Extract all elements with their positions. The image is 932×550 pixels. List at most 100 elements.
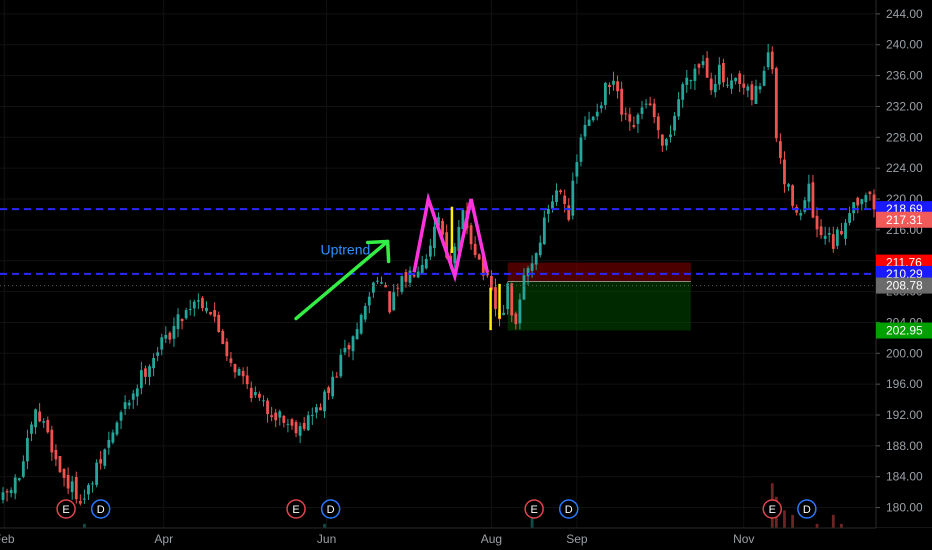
- candle-body: [534, 253, 538, 265]
- event-marker-label: E: [62, 504, 69, 516]
- candle-body: [669, 134, 672, 138]
- candle-body: [746, 86, 750, 91]
- candle-body: [331, 376, 335, 397]
- candle-body: [131, 393, 135, 400]
- y-tick-label: 224.00: [886, 161, 923, 175]
- event-marker-label: E: [769, 504, 776, 516]
- candle-body: [9, 490, 13, 494]
- candle-body: [673, 115, 676, 131]
- candle-body: [319, 407, 322, 411]
- candle-body: [677, 99, 681, 117]
- candle-body: [278, 411, 282, 418]
- candle-body: [477, 254, 481, 260]
- candle-body: [152, 357, 155, 369]
- candle-body: [355, 329, 359, 340]
- event-marker-label: E: [292, 504, 299, 516]
- candle-body: [490, 275, 493, 291]
- candle-body: [864, 195, 868, 203]
- candle-body: [738, 73, 742, 85]
- candle-body: [766, 52, 770, 68]
- candle-body: [518, 299, 522, 324]
- candle-body: [339, 354, 343, 377]
- candle-body: [160, 337, 164, 350]
- candle-body: [34, 409, 37, 428]
- candle-body: [412, 274, 416, 277]
- candle-body: [351, 336, 355, 352]
- candle-body: [266, 400, 269, 415]
- candle-body: [196, 300, 200, 302]
- candle-body: [840, 231, 843, 235]
- candle-body: [184, 310, 188, 319]
- candle-body: [420, 264, 424, 274]
- y-tick-label: 196.00: [886, 377, 923, 391]
- candle-body: [758, 86, 762, 90]
- candle-body: [371, 282, 375, 293]
- candle-body: [709, 78, 713, 91]
- candle-body: [441, 220, 444, 235]
- candle-body: [306, 415, 310, 431]
- candle-body: [176, 314, 180, 330]
- candle-body: [99, 459, 103, 464]
- candle-body: [665, 139, 668, 146]
- candle-body: [640, 107, 644, 114]
- candle-body: [26, 438, 29, 462]
- candle-body: [506, 283, 510, 310]
- event-marker-label: D: [803, 504, 811, 516]
- candle-body: [681, 84, 685, 100]
- candle-body: [770, 51, 774, 70]
- x-tick-label: Sep: [566, 532, 588, 546]
- candle-body: [750, 84, 754, 100]
- candle-body: [608, 84, 611, 88]
- candle-body: [762, 70, 766, 86]
- y-tick-label: 188.00: [886, 439, 923, 453]
- candle-body: [522, 275, 526, 300]
- y-tick-label: 228.00: [886, 130, 923, 144]
- candle-body: [363, 306, 367, 320]
- candle-body: [868, 191, 872, 195]
- candle-body: [258, 393, 261, 398]
- price-tag: [876, 211, 932, 228]
- price-tag-label: 208.78: [886, 279, 923, 293]
- candle-body: [237, 369, 241, 376]
- candle-body: [510, 283, 514, 316]
- x-tick-label: Aug: [481, 532, 502, 546]
- candle-body: [856, 197, 860, 206]
- candle-body: [376, 280, 379, 282]
- candle-body: [217, 314, 221, 333]
- candle-body: [74, 476, 78, 500]
- candle-body: [21, 461, 25, 477]
- candle-body: [546, 208, 550, 214]
- dividend-marker: [558, 499, 579, 519]
- candle-body: [290, 419, 294, 426]
- candle-body: [526, 268, 530, 277]
- volume-bar: [774, 496, 778, 550]
- candle-body: [54, 449, 58, 460]
- profit-zone: [507, 281, 691, 331]
- y-tick-label: 192.00: [886, 408, 923, 422]
- candle-body: [188, 309, 192, 311]
- candle-body: [168, 332, 172, 340]
- x-tick-label: Apr: [154, 532, 173, 546]
- candle-body: [156, 352, 160, 356]
- candle-body: [848, 213, 851, 223]
- y-tick-label: 236.00: [886, 69, 923, 83]
- candle-body: [603, 82, 607, 105]
- y-tick-label: 180.00: [886, 501, 923, 515]
- candle-body: [205, 307, 208, 312]
- candle-body: [469, 225, 473, 245]
- candle-body: [347, 345, 351, 350]
- candle-body: [567, 205, 571, 220]
- candle-body: [803, 200, 807, 212]
- candle-body: [754, 85, 758, 104]
- candle-body: [778, 141, 782, 158]
- candle-body: [461, 210, 465, 230]
- candle-body: [298, 426, 302, 436]
- candle-body: [591, 116, 595, 121]
- axis-corner: [876, 528, 932, 550]
- candle-body: [123, 402, 127, 409]
- candle-body: [823, 235, 827, 239]
- candle-body: [327, 387, 331, 394]
